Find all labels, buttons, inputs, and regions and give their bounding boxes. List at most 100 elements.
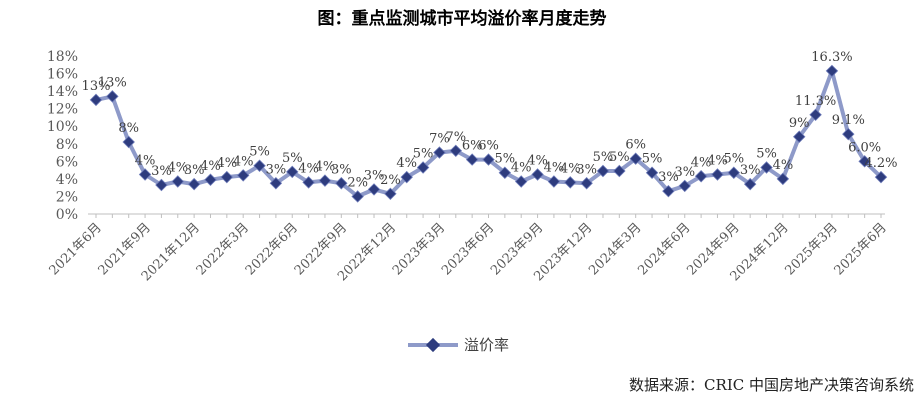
data-point	[678, 179, 691, 193]
data-point	[809, 108, 822, 122]
data-point	[580, 177, 593, 190]
data-point	[204, 173, 217, 186]
data-point	[842, 127, 855, 141]
data-label: 5%	[495, 152, 516, 167]
data-point	[138, 168, 152, 181]
data-point	[400, 170, 413, 184]
data-point	[269, 177, 283, 190]
data-label: 9.1%	[832, 113, 865, 128]
y-tick-label: 2%	[56, 189, 78, 205]
data-label: 7%	[445, 130, 466, 145]
data-point	[727, 166, 741, 179]
series-markers	[89, 64, 888, 203]
data-label: 4%	[511, 161, 532, 176]
data-label: 4.2%	[864, 156, 897, 171]
data-point	[613, 164, 626, 178]
data-label: 3%	[331, 162, 352, 177]
data-label: 3%	[364, 168, 385, 183]
y-tick-label: 0%	[56, 207, 78, 223]
x-tick-label: 2021年6月	[47, 220, 105, 278]
data-point	[629, 152, 642, 165]
data-label: 4%	[200, 159, 221, 174]
data-label: 5%	[282, 151, 303, 166]
data-label: 3%	[266, 162, 287, 177]
data-point	[498, 166, 512, 179]
data-point	[449, 144, 463, 158]
y-tick-label: 16%	[47, 67, 78, 83]
data-point	[825, 64, 839, 78]
data-point	[318, 174, 332, 187]
data-label: 3%	[151, 164, 172, 179]
data-label: 3%	[184, 163, 205, 178]
data-label: 6.0%	[848, 140, 881, 155]
data-point	[596, 164, 610, 178]
y-tick-label: 12%	[47, 102, 78, 118]
data-point	[286, 165, 299, 179]
data-label: 4%	[773, 158, 794, 173]
data-label: 2%	[380, 173, 401, 188]
data-point	[482, 153, 495, 166]
y-axis: 0% 2%4% 6%8% 10%12% 14%16% 18%	[47, 49, 78, 223]
legend-marker-swatch	[425, 337, 441, 353]
data-label: 5%	[593, 150, 614, 165]
data-point	[89, 93, 103, 107]
data-label: 7%	[429, 132, 450, 147]
data-point	[253, 159, 266, 172]
x-tick-label: 2022年6月	[243, 220, 301, 278]
data-label: 3%	[740, 163, 761, 178]
y-tick-label: 8%	[56, 137, 78, 153]
data-point	[514, 175, 528, 188]
legend: 溢价率	[408, 336, 509, 354]
data-point	[874, 170, 888, 184]
data-point	[335, 177, 348, 190]
data-label: 4%	[233, 154, 254, 169]
data-point	[106, 90, 119, 103]
y-tick-label: 4%	[56, 172, 78, 188]
data-point	[760, 161, 773, 174]
source-note: 数据来源：CRIC 中国房地产决策咨询系统	[629, 376, 914, 394]
data-point	[236, 169, 250, 182]
data-label: 2%	[347, 175, 368, 190]
data-label: 4%	[315, 160, 336, 175]
data-labels: 13%13%8%4%3%4%3%4%4%4%5%3%5%4%4%3%2%3%2%…	[82, 50, 898, 191]
data-label: 4%	[396, 156, 417, 171]
data-point	[171, 175, 184, 188]
x-tick-label: 2023年6月	[439, 220, 497, 278]
data-point	[384, 187, 397, 201]
data-point	[531, 168, 544, 181]
data-point	[662, 184, 675, 198]
data-point	[416, 161, 430, 174]
x-tick-label: 2022年3月	[194, 220, 252, 278]
y-tick-label: 18%	[47, 49, 78, 65]
data-point	[433, 146, 446, 159]
data-point	[465, 153, 479, 166]
data-point	[743, 177, 757, 191]
chart-title: 图：重点监测城市平均溢价率月度走势	[317, 9, 607, 29]
x-tick-label: 2024年3月	[586, 220, 644, 278]
x-tick-label: 2025年3月	[783, 220, 841, 278]
data-label: 5%	[756, 146, 777, 161]
data-label: 13%	[98, 75, 127, 90]
data-point	[187, 177, 201, 191]
data-label: 4%	[560, 161, 581, 176]
y-tick-label: 6%	[56, 154, 78, 170]
data-label: 4%	[217, 156, 238, 171]
data-point	[858, 155, 871, 168]
data-point	[564, 176, 577, 189]
x-axis: 2021年6月2021年9月2021年12月2022年3月2022年6月2022…	[47, 213, 890, 284]
data-label: 4%	[707, 154, 728, 169]
y-tick-label: 10%	[47, 119, 78, 135]
data-label: 4%	[167, 161, 188, 176]
data-label: 5%	[413, 146, 434, 161]
data-label: 3%	[576, 162, 597, 177]
x-tick-label: 2025年6月	[832, 220, 890, 278]
data-label: 5%	[724, 152, 745, 167]
data-label: 4%	[544, 161, 565, 176]
data-label: 5%	[609, 150, 630, 165]
data-point	[367, 183, 381, 196]
data-point	[645, 166, 659, 179]
x-tick-label: 2023年3月	[390, 220, 448, 278]
data-label: 5%	[249, 145, 270, 160]
data-point	[155, 178, 168, 192]
